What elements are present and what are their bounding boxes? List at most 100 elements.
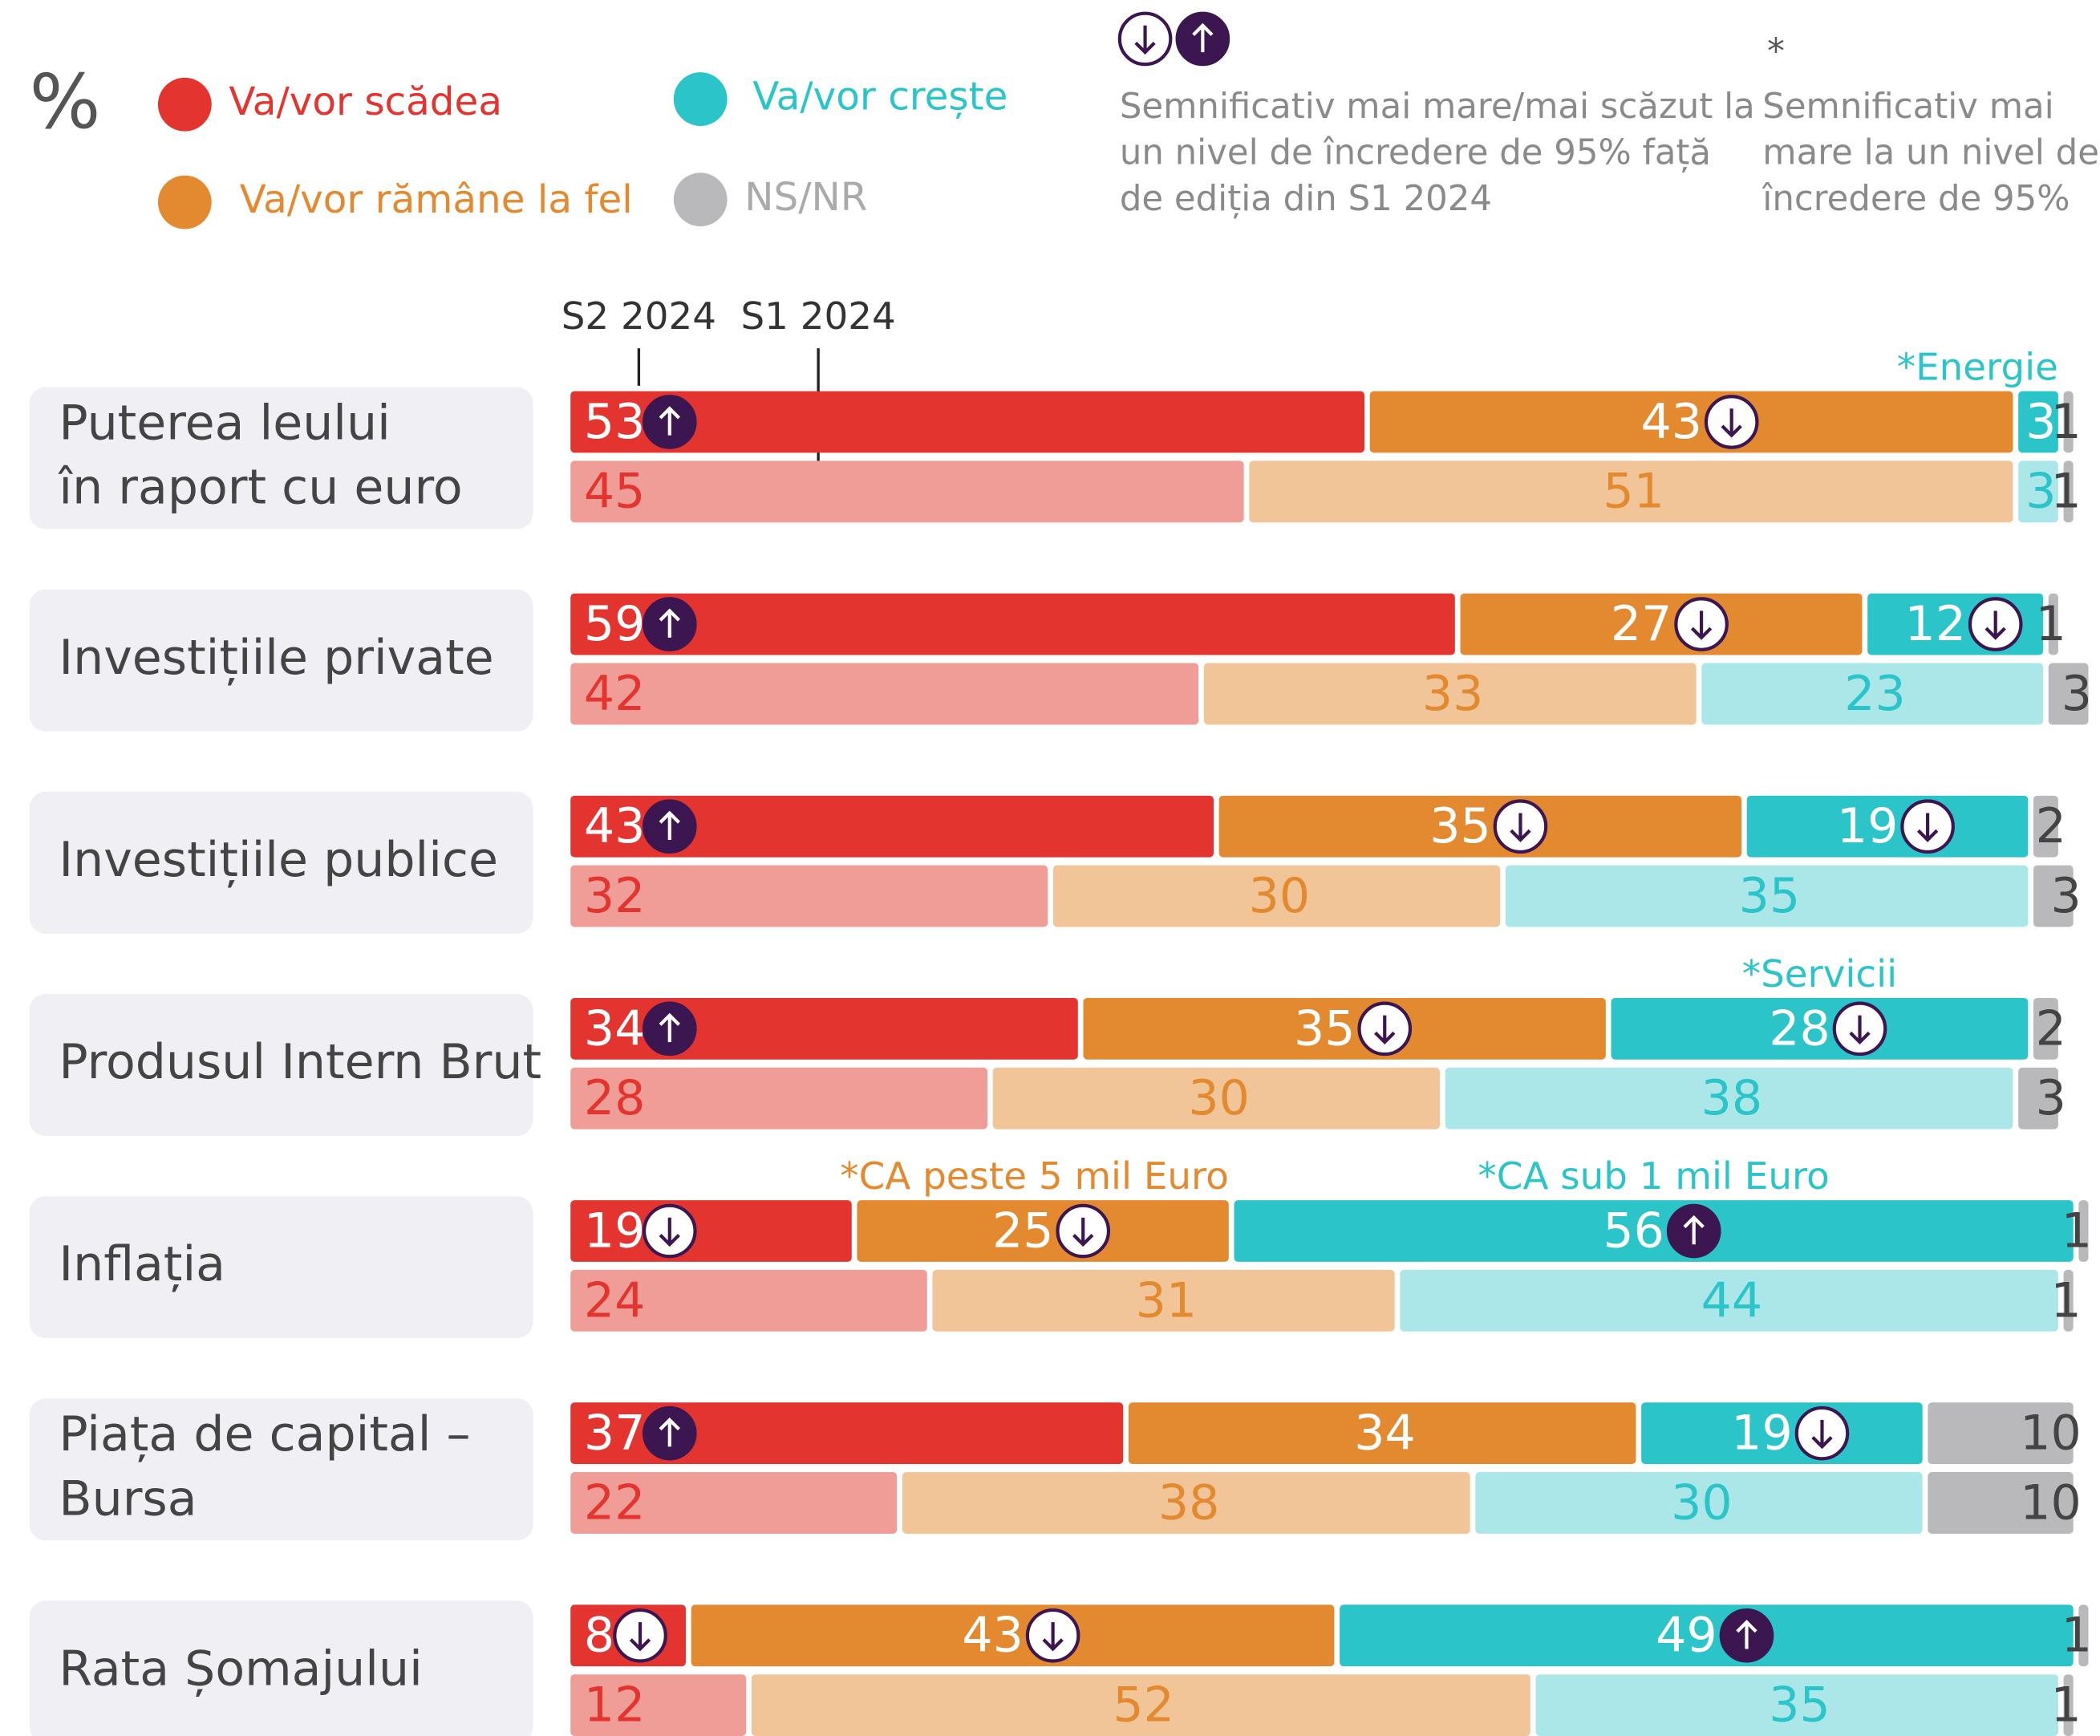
bar-segment (1218, 795, 1742, 858)
bar-segment (570, 1269, 927, 1332)
value-label: 35 (1429, 798, 1491, 854)
category-box (29, 1398, 533, 1541)
icon-arrow (1134, 41, 1156, 55)
annotation: *CA peste 5 mil Euro (840, 1155, 1229, 1199)
category-box (29, 387, 533, 529)
category-label: în raport cu euro (58, 460, 462, 516)
bar-segment (1445, 1067, 2013, 1130)
bar-segment (1611, 997, 2029, 1060)
value-label: 19 (1731, 1405, 1793, 1462)
bar-segment (1203, 663, 1697, 725)
value-label: 31 (1136, 1272, 1198, 1328)
bar-segment (857, 1200, 1229, 1262)
icon-arrow (629, 1638, 651, 1652)
significance-icon (1719, 1608, 1774, 1663)
icon-arrow (1683, 1215, 1705, 1228)
bar-segment (932, 1269, 1395, 1332)
value-label: 22 (584, 1474, 646, 1531)
value-label: 27 (1611, 596, 1672, 652)
note-text: Semnificativ mai mare/mai scăzut la (1120, 87, 1755, 127)
bar-segment (1475, 1472, 1923, 1534)
bar-segment (570, 997, 1078, 1060)
note-text: Semnificativ mai (1762, 87, 2053, 127)
value-label: 3 (2050, 868, 2081, 924)
icon-arrow (1811, 1436, 1833, 1450)
star-symbol: * (1767, 31, 1785, 71)
unit-symbol: % (30, 59, 101, 146)
icon-arrow (1690, 627, 1713, 640)
significance-icon (1794, 1405, 1850, 1461)
bar-segment (2048, 663, 2089, 725)
icon-arrow (1510, 829, 1531, 842)
bar-segment (902, 1472, 1470, 1534)
value-label: 59 (584, 596, 646, 652)
bar-segment (2033, 795, 2058, 858)
bar-segment (1052, 865, 1501, 927)
category-label: Investițiile publice (59, 832, 498, 888)
value-label: 12 (1904, 596, 1966, 652)
annotation: *Servicii (1742, 953, 1897, 996)
bar-segment (2033, 997, 2058, 1060)
value-label: 3 (2036, 1070, 2066, 1126)
significance-icon (1704, 395, 1759, 449)
value-label: 43 (1640, 394, 1702, 450)
bar-segment (1641, 1402, 1923, 1465)
value-label: 34 (584, 1000, 646, 1057)
bar-segment (1083, 997, 1606, 1060)
bar-segment (992, 1067, 1441, 1130)
value-label: 23 (1844, 666, 1906, 722)
category-label: Puterea leului (59, 395, 390, 452)
value-label: 44 (1701, 1272, 1763, 1328)
bar-segment (1234, 1200, 2074, 1262)
annotation: *CA sub 1 mil Euro (1478, 1155, 1829, 1199)
bar-segment (1249, 460, 2013, 523)
value-label: 35 (1739, 868, 1801, 924)
value-label: 3 (2025, 394, 2056, 450)
bar-segment (1460, 593, 1863, 655)
category-box (29, 1196, 533, 1339)
icon-arrow (1042, 1638, 1064, 1652)
significance-icon (1025, 1608, 1080, 1663)
icon-arrow (659, 1417, 680, 1431)
value-label: 28 (584, 1070, 646, 1126)
bar-segment (2063, 460, 2074, 523)
significance-icon (1175, 11, 1230, 67)
value-label: 2 (2036, 798, 2066, 854)
icon-arrow (1721, 424, 1742, 438)
note-text: încredere de 95% (1761, 179, 2070, 219)
value-label: 24 (584, 1272, 646, 1328)
value-label: 35 (1294, 1000, 1356, 1057)
value-label: 25 (992, 1203, 1054, 1259)
icon-arrow (659, 406, 680, 420)
bar-segment (1928, 1472, 2074, 1534)
bar-segment (2018, 391, 2058, 453)
value-label: 1 (2036, 596, 2066, 652)
category-label: Inflația (59, 1236, 225, 1292)
bar-segment (2078, 1200, 2089, 1262)
value-label: 10 (2020, 1405, 2082, 1462)
value-label: 12 (584, 1677, 646, 1734)
bar-segment (570, 865, 1048, 927)
value-label: 38 (1701, 1070, 1763, 1126)
icon-arrow (1736, 1620, 1757, 1633)
significance-icon (1666, 1203, 1721, 1259)
category-box (29, 1600, 533, 1736)
bar-segment (570, 1472, 898, 1534)
note-text: mare la un nivel de (1762, 132, 2099, 172)
bar-segment (570, 1200, 852, 1262)
bar-segment (691, 1604, 1335, 1667)
value-label: 43 (584, 798, 646, 854)
value-label: 1 (2061, 1608, 2092, 1664)
value-label: 3 (2025, 464, 2056, 520)
category-label: Produsul Intern Brut (59, 1034, 541, 1090)
legend-label: Va/vor scădea (229, 79, 502, 124)
value-label: 32 (584, 868, 646, 924)
significance-icon (642, 799, 697, 854)
value-label: 53 (584, 394, 646, 450)
bar-segment (1340, 1604, 2074, 1667)
value-label: 56 (1603, 1203, 1664, 1259)
value-label: 30 (1249, 868, 1311, 924)
significance-icon (642, 395, 697, 449)
value-label: 10 (2020, 1474, 2082, 1531)
